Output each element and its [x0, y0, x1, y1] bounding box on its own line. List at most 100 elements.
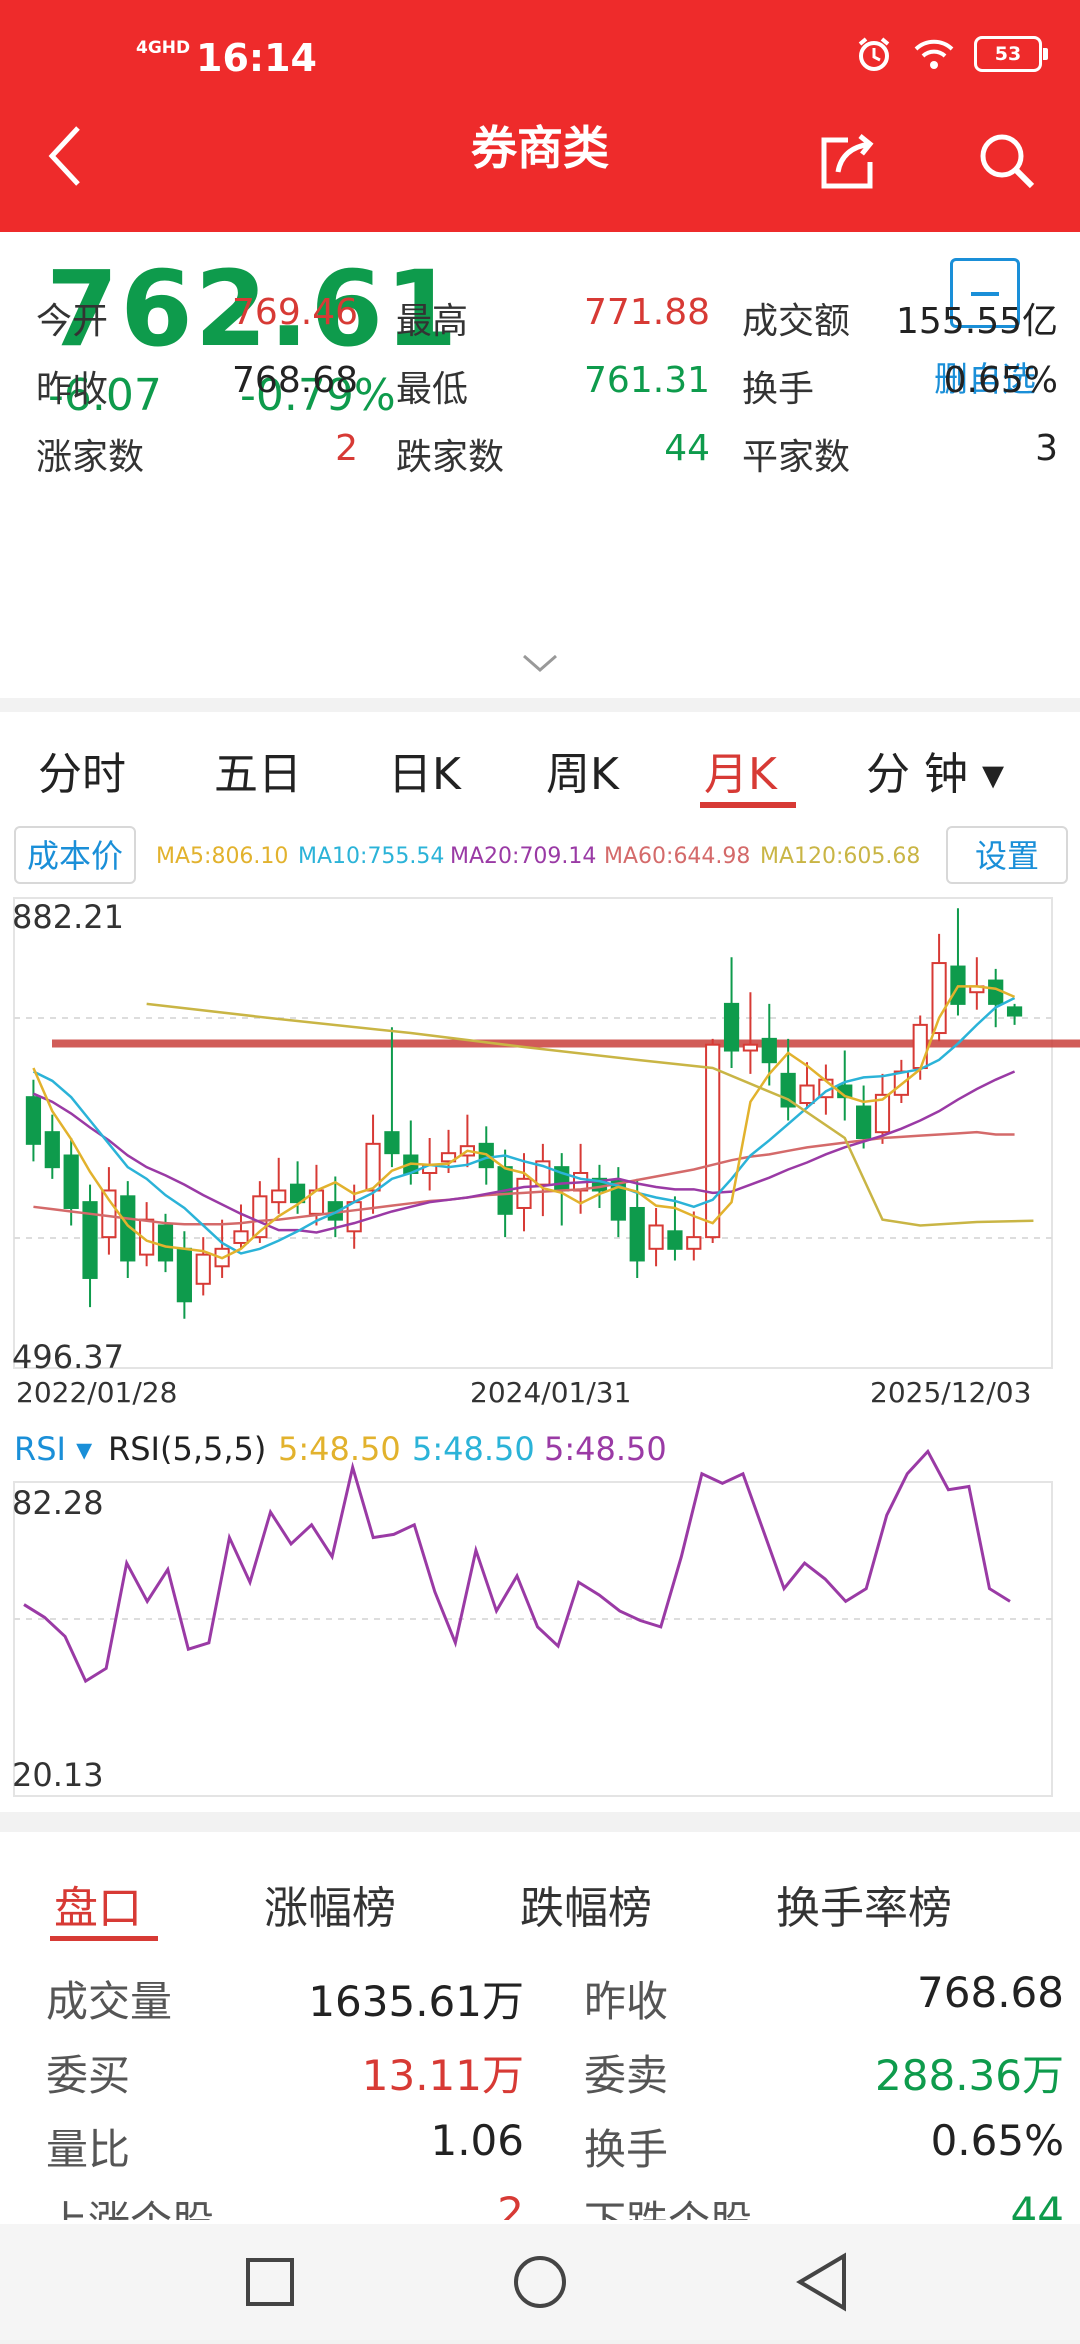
panel-label: 上涨个股: [46, 2188, 214, 2220]
candle-body: [440, 1152, 457, 1163]
remove-watchlist-button[interactable]: [950, 258, 1020, 328]
panel-value: 768.68: [917, 1968, 1064, 2017]
ma10-line: [32, 996, 1016, 1255]
cost-price-button[interactable]: 成本价: [14, 826, 136, 884]
rsi-value: 5:48.50: [412, 1430, 535, 1468]
tab-ranking[interactable]: 涨幅榜: [264, 1883, 396, 1934]
status-bar: 4GHD 16:14 53: [0, 36, 1080, 92]
quote-value: 44: [664, 428, 710, 469]
ma-legend-label: MA5:806.10: [156, 844, 289, 869]
chart-panel: 成本价 MA5:806.10 MA10:755.54 MA20:709.14 MA60…: [0, 820, 1080, 1812]
candle-body: [384, 1131, 400, 1155]
ma120-line: [146, 1002, 1034, 1227]
candle-body: [365, 1142, 381, 1192]
quote-value: 769.46: [232, 292, 358, 333]
battery-indicator: 53: [974, 36, 1048, 72]
rsi-value: 5:48.50: [278, 1430, 401, 1468]
rsi-axis-bottom: 20.13: [12, 1756, 104, 1794]
wifi-icon: [914, 39, 954, 69]
quote-row: 昨收 768.68 最低 761.31 换手 0.65%: [0, 360, 1080, 420]
quote-value: 3: [1035, 428, 1058, 469]
panel-label: 量比: [46, 2125, 131, 2174]
home-icon[interactable]: [514, 2256, 566, 2308]
candle-body: [82, 1201, 98, 1279]
rsi-axis-top: 82.28: [12, 1484, 104, 1522]
quote-label: 昨收: [36, 369, 109, 410]
candle-body: [856, 1105, 872, 1140]
app-header: 4GHD 16:14 53 券商类: [0, 0, 1080, 232]
tab-ranking[interactable]: 换手率榜: [776, 1883, 952, 1934]
kline-chart[interactable]: [0, 820, 1080, 1812]
quote-label: 最高: [396, 301, 469, 342]
settings-button[interactable]: 设置: [946, 826, 1068, 884]
status-time: 16:14: [196, 36, 317, 80]
tab-period[interactable]: 分 钟 ▾: [866, 749, 1005, 800]
candle-body: [120, 1195, 136, 1262]
ma-legend-label: MA20:709.14: [450, 844, 597, 869]
panel-value: 1635.61万: [308, 1977, 524, 2026]
period-tabs: 分时 五日 日K 周K 月K 分 钟 ▾: [0, 712, 1080, 820]
panel-label: 成交量: [46, 1977, 173, 2026]
chevron-down-icon[interactable]: [522, 652, 558, 674]
candle-body: [705, 1043, 721, 1239]
panel-value: 288.36万: [875, 2051, 1064, 2100]
candle-body: [686, 1236, 702, 1250]
quote-panel: 762.61 -6.07 -0.79% 删自选 今开 769.46 最高 771.88…: [0, 232, 1080, 698]
back-arrow-icon[interactable]: [44, 124, 84, 188]
tab-period[interactable]: 月K: [704, 749, 777, 800]
page-title: 券商类: [471, 121, 609, 175]
candle-body: [289, 1183, 306, 1204]
ma-legend-label: MA60:644.98: [604, 844, 751, 869]
tab-period[interactable]: 周K: [546, 749, 619, 800]
quote-value: 771.88: [584, 292, 710, 333]
panel-value: 13.11万: [361, 2051, 524, 2100]
panel-label: 昨收: [584, 1977, 669, 2026]
candle-body: [271, 1189, 287, 1204]
rsi-selector[interactable]: RSI ▾: [14, 1430, 93, 1468]
search-icon[interactable]: [978, 132, 1036, 190]
candle-body: [629, 1206, 645, 1262]
quote-value: 155.55亿: [896, 301, 1058, 342]
date-label-start: 2022/01/28: [16, 1376, 178, 1409]
ma60-line: [33, 1130, 1015, 1226]
candle-body: [176, 1247, 192, 1303]
candle-body: [742, 1043, 759, 1052]
candle-body: [799, 1084, 815, 1105]
ma5-line: [32, 985, 1016, 1260]
tab-period[interactable]: 分时: [38, 749, 126, 800]
rsi-param: RSI(5,5,5): [108, 1430, 267, 1468]
candle-body: [44, 1131, 60, 1169]
tab-ranking[interactable]: 跌幅榜: [520, 1883, 652, 1934]
ma-legend-label: MA10:755.54: [298, 844, 445, 869]
rsi-label: RSI: [14, 1430, 66, 1468]
tab-period[interactable]: 五日: [214, 749, 302, 800]
candle-body: [346, 1201, 362, 1233]
tab-ranking[interactable]: 盘口: [54, 1883, 142, 1934]
remove-watchlist-label[interactable]: 删自选: [934, 360, 1036, 400]
share-icon[interactable]: [818, 132, 878, 190]
candle-body: [157, 1224, 174, 1262]
ma-legend-label: MA120:605.68: [760, 844, 921, 869]
candle-body: [195, 1253, 211, 1285]
candle-body: [648, 1224, 664, 1250]
quote-value: 761.31: [584, 360, 710, 401]
candle-body: [761, 1037, 777, 1064]
back-nav-icon[interactable]: [796, 2252, 846, 2312]
rsi-frame: [13, 1481, 1053, 1797]
tab-period[interactable]: 日K: [388, 749, 461, 800]
candle-body: [988, 979, 1004, 1005]
date-label-mid: 2024/01/31: [470, 1376, 632, 1409]
panel-value: 1.06: [430, 2116, 524, 2165]
candle-body: [63, 1154, 79, 1209]
candle-body: [610, 1180, 626, 1221]
candle-body: [723, 1002, 740, 1052]
ma20-line: [32, 1070, 1016, 1234]
panel-label: 下跌个股: [584, 2188, 752, 2220]
kline-frame: [13, 897, 1053, 1369]
panel-value: 44: [1010, 2188, 1064, 2220]
alarm-icon: [858, 37, 890, 71]
quote-row: 今开 769.46 最高 771.88 成交额 155.55亿: [0, 292, 1080, 352]
bottom-tab-underline: [50, 1936, 158, 1941]
recent-apps-icon[interactable]: [246, 2258, 294, 2306]
price-change-pct: -0.79%: [240, 370, 396, 421]
